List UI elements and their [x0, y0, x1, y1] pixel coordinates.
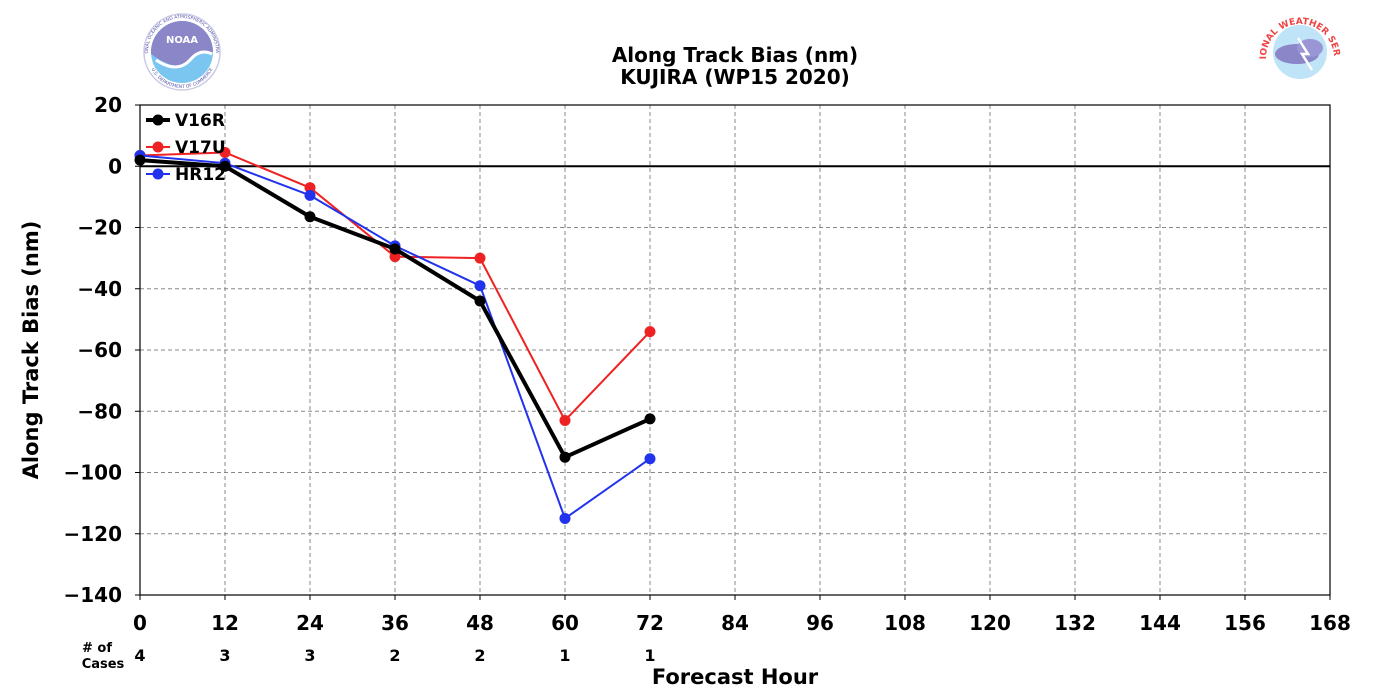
x-tick-label: 60 [551, 611, 579, 635]
data-point-v16r [389, 243, 401, 255]
nws-logo: NATIONAL WEATHER SERVICE [1259, 14, 1341, 90]
x-tick-label: 84 [721, 611, 749, 635]
x-tick-label: 144 [1139, 611, 1181, 635]
data-point-v17u [644, 326, 656, 338]
legend-marker-v17u [152, 141, 164, 153]
case-count: 1 [644, 646, 655, 665]
case-count: 2 [474, 646, 485, 665]
data-point-hr12 [644, 453, 656, 465]
case-count: 4 [134, 646, 145, 665]
x-tick-label: 168 [1309, 611, 1351, 635]
data-point-v17u [389, 251, 401, 263]
legend-label-hr12: HR12 [175, 165, 226, 185]
data-point-hr12 [474, 280, 486, 292]
y-axis-label: Along Track Bias (nm) [19, 221, 43, 480]
data-point-v16r [219, 160, 231, 172]
data-point-v16r [134, 154, 146, 166]
x-tick-label: 120 [969, 611, 1011, 635]
x-tick-label: 0 [133, 611, 147, 635]
x-tick-label: 156 [1224, 611, 1266, 635]
y-tick-label: −60 [77, 338, 122, 362]
case-count: 3 [304, 646, 315, 665]
y-tick-label: −80 [77, 399, 122, 423]
y-tick-label: −140 [63, 583, 122, 607]
data-point-hr12 [304, 189, 316, 201]
x-axis-label: Forecast Hour [652, 665, 819, 689]
x-tick-label: 96 [806, 611, 834, 635]
cases-label: # of [82, 641, 112, 656]
cases-label-2: Cases [82, 657, 125, 672]
x-tick-label: 36 [381, 611, 409, 635]
data-point-v17u [304, 182, 316, 194]
y-tick-label: 0 [108, 154, 122, 178]
x-tick-label: 12 [211, 611, 239, 635]
data-point-v16r [559, 451, 571, 463]
case-count: 3 [219, 646, 230, 665]
data-point-v17u [559, 414, 571, 426]
x-tick-label: 108 [884, 611, 926, 635]
x-tick-label: 48 [466, 611, 494, 635]
chart-subtitle: KUJIRA (WP15 2020) [620, 65, 850, 89]
y-tick-label: −20 [77, 216, 122, 240]
noaa-logo: NOAA NATIONAL OCEANIC AND ATMOSPHERIC AD… [143, 13, 221, 91]
x-tick-label: 72 [636, 611, 664, 635]
legend-marker-hr12 [152, 168, 164, 180]
legend-marker-v16r [152, 114, 164, 126]
y-tick-label: 20 [94, 93, 122, 117]
data-point-v16r [304, 211, 316, 223]
legend-label-v16r: V16R [175, 111, 225, 131]
data-point-v17u [474, 252, 486, 264]
data-point-hr12 [559, 512, 571, 524]
noaa-logo-text: NOAA [166, 35, 198, 46]
case-count: 2 [389, 646, 400, 665]
x-tick-label: 132 [1054, 611, 1096, 635]
x-tick-label: 24 [296, 611, 324, 635]
y-tick-label: −100 [63, 461, 122, 485]
chart-title: Along Track Bias (nm) [612, 43, 858, 67]
data-point-v16r [474, 295, 486, 307]
data-point-v17u [219, 146, 231, 158]
case-count: 1 [559, 646, 570, 665]
plot-area: 0 12 24 36 48 60 72 84 96 108 120 132 144 156 168200−2… [63, 93, 1350, 665]
legend-label-v17u: V17U [175, 138, 226, 158]
y-tick-label: −40 [77, 277, 122, 301]
data-point-v16r [644, 413, 656, 425]
y-tick-label: −120 [63, 522, 122, 546]
